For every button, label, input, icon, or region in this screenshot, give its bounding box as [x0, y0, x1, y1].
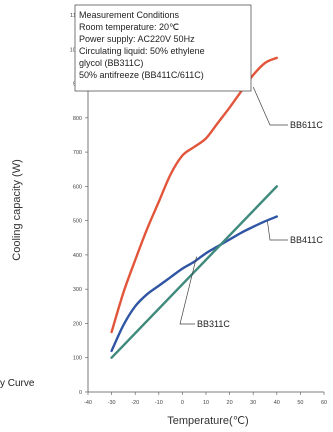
x-tick-label: 0: [181, 400, 184, 406]
x-tick-label: 60: [321, 400, 327, 406]
y-tick-label: 200: [73, 321, 82, 327]
x-axis-label: Temperature(℃): [167, 415, 248, 427]
callout-label-bb611c: BB611C: [290, 120, 323, 130]
conditions-line-2: Power supply: AC220V 50Hz: [79, 34, 195, 44]
x-tick-label: 50: [297, 400, 303, 406]
x-tick-label: -20: [131, 400, 139, 406]
conditions-box-border: [74, 4, 252, 92]
measurement-conditions-box: Measurement Conditions Room temperature:…: [74, 4, 252, 92]
series-line-bb411c: [110, 215, 278, 353]
x-tick-label: -40: [84, 400, 92, 406]
series-lines: [110, 56, 278, 359]
conditions-line-5: 50% antifreeze (BB411C/611C): [79, 70, 204, 80]
x-tick-label: 20: [227, 400, 233, 406]
y-axis-label: Cooling capacity (W): [11, 159, 23, 260]
conditions-title: Measurement Conditions: [79, 10, 180, 20]
x-tick-label: 30: [250, 400, 256, 406]
y-tick-label: 300: [73, 287, 82, 293]
callout-leader-bb311c: [179, 256, 197, 325]
callout-label-bb411c: BB411C: [290, 235, 323, 245]
callout-leader-bb411c: [267, 220, 288, 241]
x-tick-label: 40: [274, 400, 280, 406]
y-tick-label: 400: [73, 253, 82, 259]
y-tick-label: 600: [73, 184, 82, 190]
y-tick-label: 100: [73, 356, 82, 362]
series-line-bb611c: [110, 56, 278, 334]
series-callouts: BB611C BB411C BB311C: [179, 86, 323, 329]
series-line-bb311c: [110, 185, 278, 359]
conditions-line-4: glycol (BB311C): [79, 58, 143, 68]
x-tick-label: -10: [155, 400, 163, 406]
y-tick-label: 500: [73, 219, 82, 225]
y-tick-label: 700: [73, 150, 82, 156]
conditions-line-3: Circulating liquid: 50% ethylene: [79, 46, 205, 56]
callout-label-bb311c: BB311C: [197, 319, 230, 329]
callout-leader-bb611c: [252, 86, 288, 126]
x-tick-label: 10: [203, 400, 209, 406]
chart-title-fragment: y Curve: [0, 378, 35, 389]
y-tick-label: 800: [73, 116, 82, 122]
conditions-line-1: Room temperature: 20℃: [79, 22, 179, 32]
x-tick-label: -30: [108, 400, 116, 406]
y-tick-label: 0: [79, 390, 82, 396]
